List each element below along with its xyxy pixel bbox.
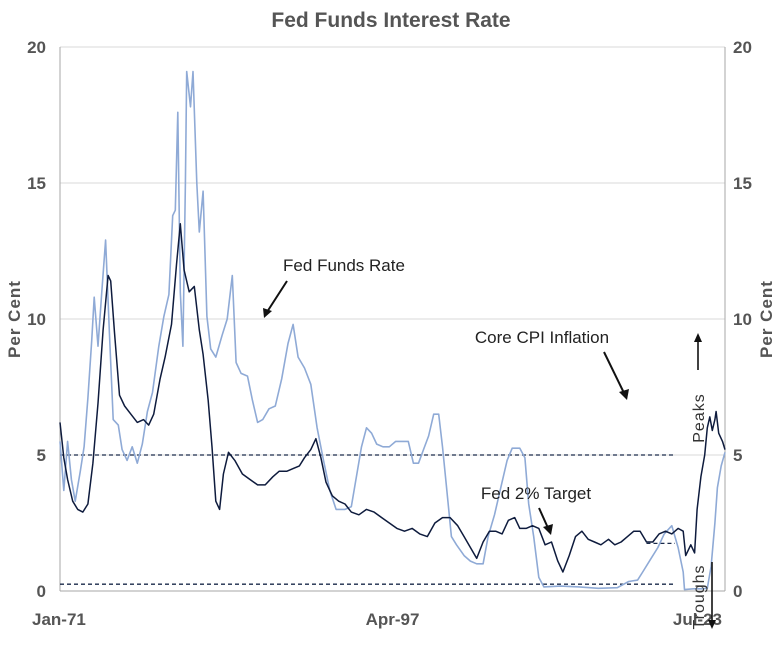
- y-tick-label-left: 20: [27, 38, 46, 57]
- x-tick-label: Jan-71: [32, 610, 86, 629]
- annotation-core-cpi-arrow-head: [619, 389, 629, 400]
- y-tick-labels: 0 0 5 5 10 10 15 15 20 20: [27, 38, 752, 601]
- series-line-fed-funds-rate: [59, 70, 726, 591]
- annotation-fed-target: Fed 2% Target: [481, 484, 592, 503]
- y-tick-label-left: 15: [27, 174, 46, 193]
- y-tick-label-left: 0: [37, 582, 46, 601]
- series-line-core-cpi-inflation: [59, 223, 726, 573]
- peaks-arrow-head: [694, 333, 702, 342]
- y-tick-label-right: 10: [733, 310, 752, 329]
- annotation-fed-funds-arrow-head: [263, 308, 272, 318]
- chart-title: Fed Funds Interest Rate: [271, 9, 510, 32]
- x-tick-label: Jul-23: [673, 610, 722, 629]
- y-tick-label-left: 10: [27, 310, 46, 329]
- y-tick-label-right: 20: [733, 38, 752, 57]
- y-axis-left-label: Per Cent: [5, 280, 24, 358]
- y-axis-right-label: Per Cent: [757, 280, 776, 358]
- annotation-fed-target-arrow-shaft: [538, 507, 549, 529]
- x-tick-labels: Jan-71 Apr-97 Jul-23: [32, 610, 722, 629]
- y-tick-label-right: 0: [733, 582, 742, 601]
- troughs-arrow-head: [708, 620, 716, 629]
- annotation-core-cpi-arrow-shaft: [603, 351, 625, 394]
- y-tick-label-right: 5: [733, 446, 742, 465]
- annotation-fed-funds-arrow-shaft: [266, 280, 288, 313]
- troughs-label: Troughs: [691, 564, 708, 629]
- annotation-core-cpi: Core CPI Inflation: [475, 328, 609, 347]
- annotation-fed-target-arrow-head: [543, 524, 553, 535]
- x-tick-label: Apr-97: [366, 610, 420, 629]
- y-tick-label-left: 5: [37, 446, 46, 465]
- annotation-fed-funds-rate: Fed Funds Rate: [283, 256, 405, 275]
- peaks-label: Peaks: [691, 393, 708, 442]
- series-lines: [59, 70, 726, 591]
- reference-lines: [60, 454, 675, 585]
- y-tick-label-right: 15: [733, 174, 752, 193]
